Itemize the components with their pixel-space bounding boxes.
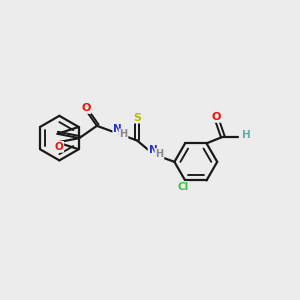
Text: O: O <box>211 112 221 122</box>
Text: Cl: Cl <box>177 182 188 192</box>
Text: H: H <box>242 130 251 140</box>
Text: S: S <box>133 112 141 123</box>
Text: O: O <box>55 142 63 152</box>
Text: H: H <box>155 149 164 159</box>
Text: N: N <box>113 124 122 134</box>
Text: O: O <box>81 103 91 113</box>
Text: H: H <box>119 129 128 139</box>
Text: N: N <box>148 145 157 155</box>
